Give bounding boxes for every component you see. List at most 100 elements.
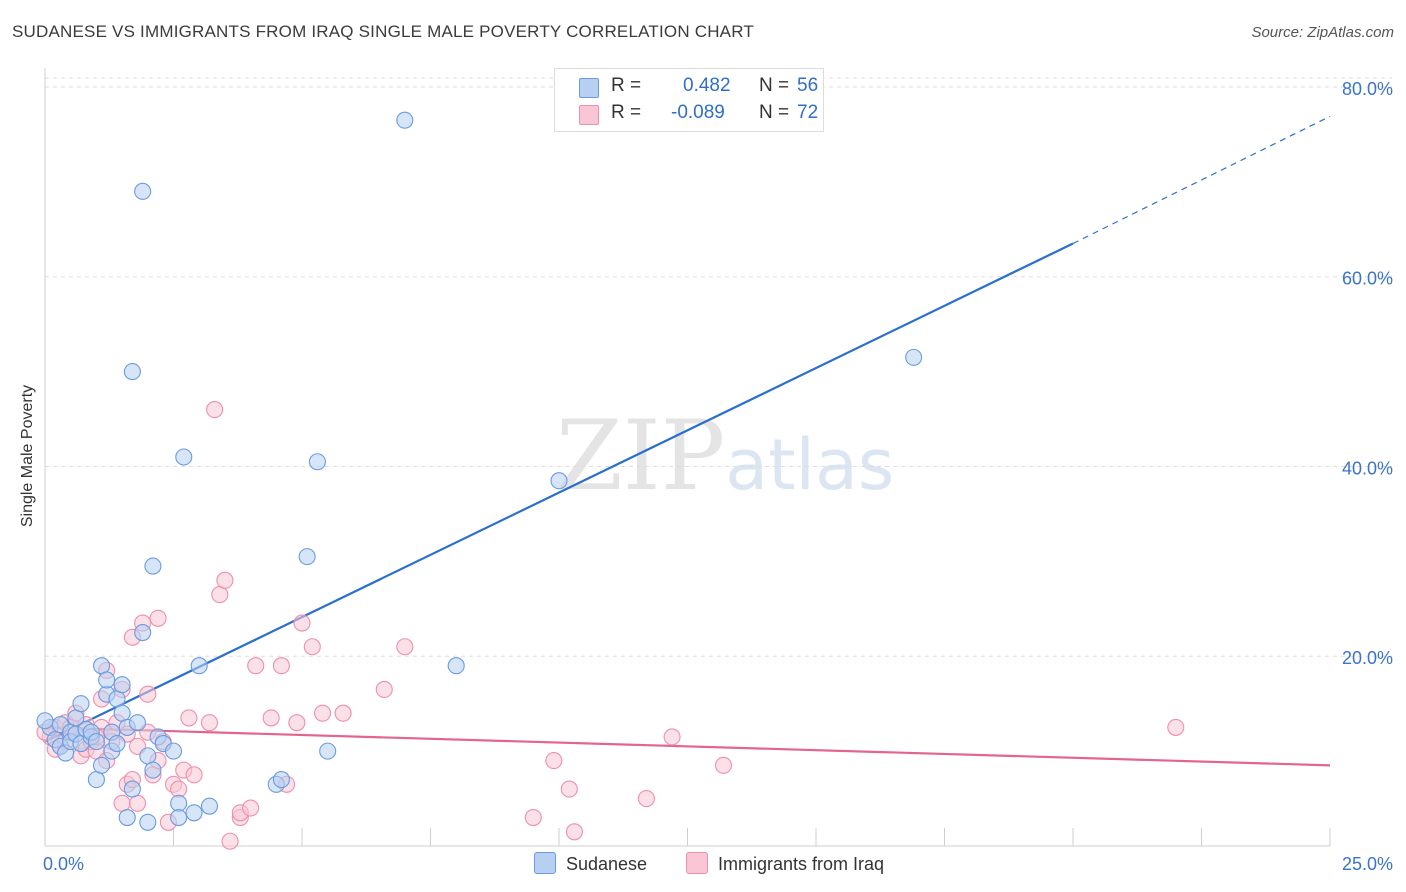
iraq-point [128,794,147,812]
sudanese-point [170,808,188,827]
iraq-point [216,571,234,589]
sudanese-point [108,690,126,708]
sudanese-point [190,657,208,675]
sudanese-point [175,448,193,466]
sudanese-point [139,747,157,765]
tick-label-layer: 20.0% 40.0% 60.0% 80.0% 0.0% 25.0% [43,79,1393,874]
iraq-point [185,766,203,784]
sudanese-trend-extension [1072,115,1331,245]
legend-n-label: N = [759,75,790,96]
sudanese-point [108,734,126,753]
sudanese-point [185,804,203,822]
legend-n-label: N = [759,102,790,123]
iraq-point [262,709,280,727]
iraq-point [293,614,311,632]
sudanese-point [118,808,136,827]
iraq-point [139,685,157,703]
sudanese-point [92,657,111,675]
iraq-point [211,586,229,604]
sudanese-point [308,453,326,471]
y-tick-label: 20.0% [1342,648,1393,668]
iraq-point [560,780,578,798]
sudanese-point [319,742,337,760]
legend-n-value: 56 [797,75,819,96]
sudanese-point [144,761,162,779]
sudanese-point [170,794,188,812]
sudanese-point [905,348,923,366]
sudanese-point [98,671,116,689]
iraq-point [714,756,733,774]
sudanese-point [134,182,152,200]
iraq-point [170,780,188,798]
iraq-point [637,790,655,808]
bottom-legend-iraq: Immigrants from Iraq [686,852,884,875]
iraq-point [247,657,265,675]
iraq-point [288,714,306,732]
iraq-point [149,609,167,627]
sudanese-point [550,472,568,490]
legend-swatch-sudanese [579,78,599,98]
sudanese-point [72,695,90,713]
iraq-point [396,638,414,656]
chart-title: SUDANESE VS IMMIGRANTS FROM IRAQ SINGLE … [12,22,754,41]
sudanese-point [128,714,147,732]
iraq-point [1167,718,1185,736]
iraq-point [375,680,393,699]
y-tick-label: 80.0% [1342,79,1393,99]
iraq-point [200,714,219,732]
iraq-point [113,794,131,812]
sudanese-point [144,557,162,575]
legend-swatch-iraq [579,105,599,125]
grid-layer [45,77,1392,657]
sudanese-point [92,756,111,774]
sudanese-point [87,733,105,751]
sudanese-trend-line [44,242,1074,743]
iraq-point [180,709,198,727]
correlation-legend: R = 0.482 N = 56 R = -0.089 N = 72 [554,68,824,132]
iraq-point [663,728,681,746]
iraq-point [524,808,542,827]
iraq-point [314,704,332,722]
bottom-legend-swatch-iraq [686,852,708,874]
y-tick-label: 60.0% [1342,269,1393,289]
bottom-legend-sudanese: Sudanese [534,852,647,875]
sudanese-point [123,780,141,798]
sudanese-point [87,771,105,789]
legend-n-value: 72 [797,102,819,123]
sudanese-point [272,771,290,789]
iraq-point [565,823,583,841]
sudanese-point [113,704,131,722]
iraq-point [206,401,224,419]
sudanese-point [113,676,131,694]
bottom-legend-label-sudanese: Sudanese [566,854,648,874]
x-tick-label-min: 0.0% [43,854,84,874]
sudanese-point [36,712,54,730]
trend-layer [44,115,1331,767]
axis-layer [44,68,1331,847]
iraq-point [545,752,563,770]
y-tick-label: 40.0% [1342,458,1393,478]
iraq-point [221,832,239,850]
bottom-legend-swatch-sudanese [534,852,556,874]
iraq-trend-line [44,726,1331,767]
iraq-point [303,638,321,656]
legend-r-value: -0.089 [671,102,725,123]
x-tick-label-max: 25.0% [1342,854,1393,874]
sudanese-point [164,742,183,760]
iraq-point [334,704,352,722]
source-credit: Source: ZipAtlas.com [1251,24,1394,41]
iraq-point [242,799,260,817]
legend-r-value: 0.482 [683,75,731,96]
legend-r-label: R = [611,102,642,123]
legend-r-label: R = [611,75,642,96]
iraq-point [272,657,290,675]
sudanese-point [134,623,152,642]
sudanese-point [200,797,219,815]
points-layer [36,111,1185,850]
sudanese-point [298,548,316,566]
bottom-legend-label-iraq: Immigrants from Iraq [718,854,885,874]
sudanese-point [123,363,141,381]
sudanese-point [396,111,414,129]
sudanese-point [139,813,157,831]
